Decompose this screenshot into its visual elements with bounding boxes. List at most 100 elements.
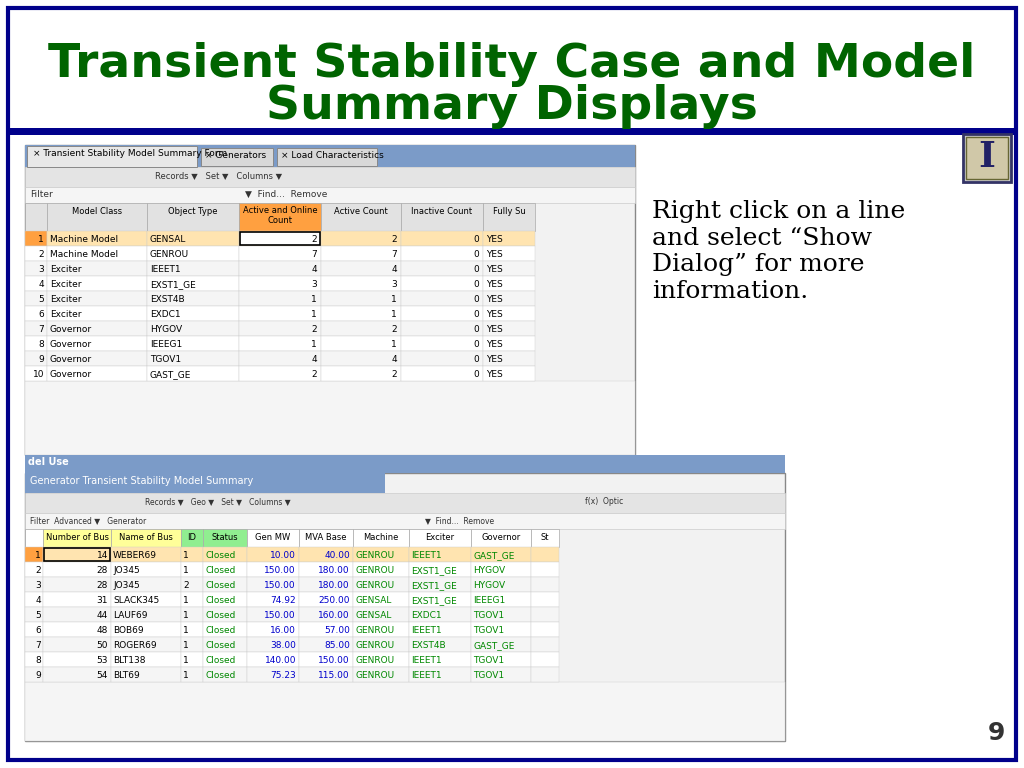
Text: 1: 1 [183,611,188,620]
Text: Governor: Governor [50,370,92,379]
Text: ▼  Find...  Remove: ▼ Find... Remove [425,516,495,525]
Bar [25,493,785,513]
Text: 6: 6 [38,310,44,319]
Text: 140.00: 140.00 [264,656,296,665]
Bar [239,276,321,291]
Text: YES: YES [486,280,503,289]
Bar [25,366,47,381]
Text: Number of Bus: Number of Bus [45,533,109,542]
Text: YES: YES [486,295,503,304]
Text: 3: 3 [38,265,44,274]
Text: f(x)  Optic: f(x) Optic [585,497,624,506]
Bar [239,231,321,246]
Text: GAST_GE: GAST_GE [473,641,514,650]
Text: 0: 0 [473,235,479,244]
Text: Records ▼   Geo ▼   Set ▼   Columns ▼: Records ▼ Geo ▼ Set ▼ Columns ▼ [145,497,291,506]
Bar [483,231,535,246]
Bar [247,562,299,577]
Text: LAUF69: LAUF69 [113,611,147,620]
Bar [43,577,111,592]
Bar [353,577,409,592]
Text: 5: 5 [38,295,44,304]
Bar [25,306,47,321]
Text: Governor: Governor [481,533,520,542]
Bar [111,652,181,667]
Bar [471,592,531,607]
Text: IEEET1: IEEET1 [411,671,441,680]
Text: Closed: Closed [205,626,236,635]
Text: 0: 0 [473,310,479,319]
Text: 16.00: 16.00 [270,626,296,635]
Bar [531,592,559,607]
Bar [25,455,785,473]
Bar [240,232,319,245]
Text: TGOV1: TGOV1 [150,355,181,364]
Bar [471,529,531,547]
Text: 4: 4 [38,280,44,289]
Text: IEEET1: IEEET1 [411,656,441,665]
Text: 2: 2 [38,250,44,259]
Bar [239,351,321,366]
Text: 28: 28 [96,566,108,575]
Bar [353,547,409,562]
Text: 14: 14 [96,551,108,560]
Text: 8: 8 [38,340,44,349]
Bar [321,261,401,276]
Bar [531,667,559,682]
Bar [25,246,47,261]
Text: 0: 0 [473,250,479,259]
Text: Fully Su: Fully Su [493,207,525,217]
Text: 85.00: 85.00 [325,641,350,650]
Bar [43,562,111,577]
Text: Closed: Closed [205,641,236,650]
Bar [321,203,401,231]
Text: GENROU: GENROU [355,641,394,650]
Bar [321,306,401,321]
Text: GAST_GE: GAST_GE [473,551,514,560]
Bar [299,592,353,607]
Bar [409,607,471,622]
Text: Active and Online: Active and Online [243,206,317,215]
Text: YES: YES [486,235,503,244]
Bar [471,577,531,592]
Bar [25,351,47,366]
Bar [111,562,181,577]
Text: YES: YES [486,265,503,274]
Text: GENROU: GENROU [150,250,189,259]
Text: 3: 3 [391,280,397,289]
Text: GENROU: GENROU [355,626,394,635]
Bar [353,622,409,637]
Bar [201,148,273,166]
Text: 4: 4 [391,355,397,364]
Text: 1: 1 [38,235,44,244]
Text: I: I [979,140,995,174]
Bar [239,261,321,276]
Bar [401,276,483,291]
Bar [25,637,43,652]
Text: HYGOV: HYGOV [150,325,182,334]
Text: Machine Model: Machine Model [50,235,118,244]
Bar [181,577,203,592]
Bar [531,652,559,667]
Bar [147,203,239,231]
Bar [247,652,299,667]
Bar [471,667,531,682]
Bar [181,652,203,667]
Bar [247,667,299,682]
Bar [353,592,409,607]
Text: BLT138: BLT138 [113,656,145,665]
Text: 1: 1 [311,295,317,304]
Bar [203,667,247,682]
Text: 44: 44 [96,611,108,620]
Bar [321,366,401,381]
Bar [43,667,111,682]
Text: Status: Status [212,533,239,542]
Text: Closed: Closed [205,566,236,575]
Bar [47,231,147,246]
Text: HYGOV: HYGOV [473,566,505,575]
Text: Closed: Closed [205,581,236,590]
Bar [483,261,535,276]
Text: Model Class: Model Class [72,207,122,217]
Text: GENROU: GENROU [355,671,394,680]
Bar [47,246,147,261]
